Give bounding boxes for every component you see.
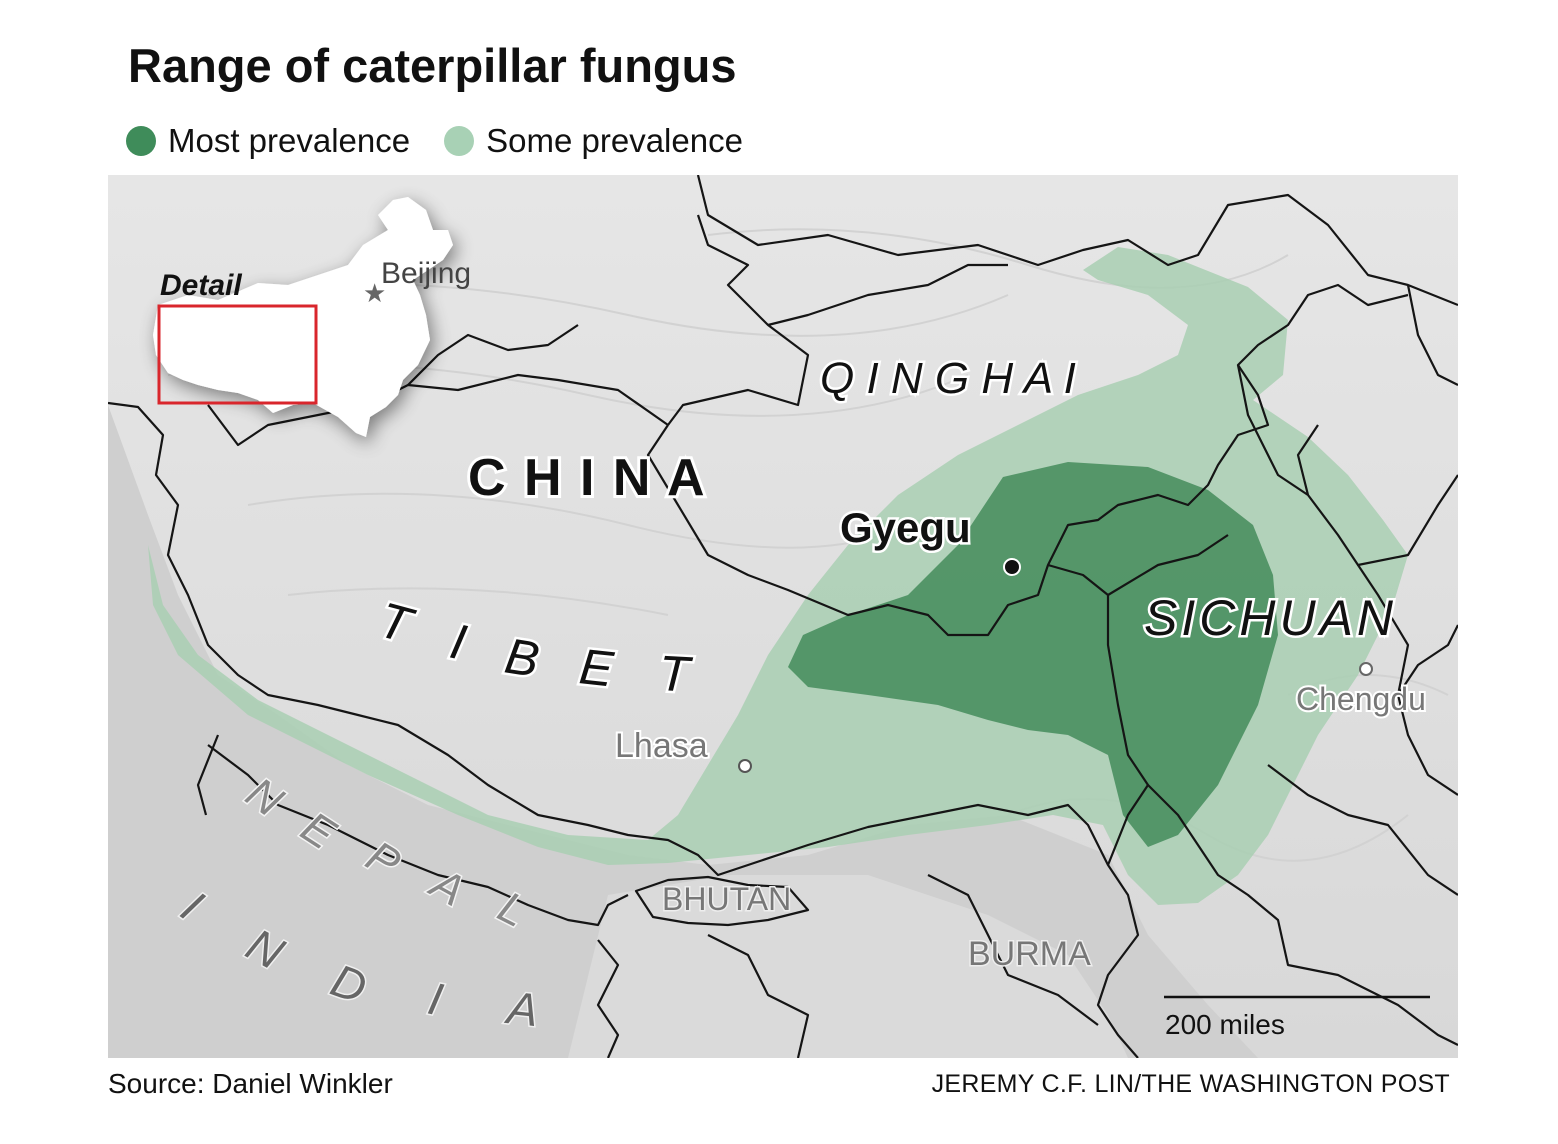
legend-item-most: Most prevalence [126, 122, 410, 160]
legend-item-some: Some prevalence [444, 122, 743, 160]
source-note: Source: Daniel Winkler [108, 1068, 393, 1099]
gyegu-dot [1003, 558, 1021, 576]
label-bhutan: BHUTAN [662, 881, 791, 917]
borders [108, 175, 1458, 1058]
map-svg: Detail ★ Beijing C H I N A Q I N G H A I… [108, 175, 1458, 1058]
label-burma: BURMA [968, 935, 1091, 973]
inset-detail-label: Detail [160, 269, 242, 302]
legend-swatch-some [444, 126, 475, 156]
south-lowland [568, 875, 1128, 1058]
label-china: C H I N A [468, 449, 707, 507]
himalaya-terrain [108, 405, 1258, 1058]
map: Detail ★ Beijing C H I N A Q I N G H A I… [108, 175, 1458, 1058]
chengdu-dot [1359, 662, 1373, 676]
legend-label-some: Some prevalence [486, 122, 743, 159]
credit-note: JEREMY C.F. LIN/THE WASHINGTON POST [931, 1070, 1450, 1098]
label-gyegu: Gyegu [840, 504, 971, 551]
range-most-prevalence [788, 462, 1278, 847]
inset-china-shape [153, 197, 453, 437]
legend: Most prevalence Some prevalence [126, 122, 777, 160]
lhasa-dot [738, 759, 752, 773]
label-lhasa: Lhasa [615, 727, 708, 765]
inset-detail-box [157, 304, 318, 405]
label-chengdu: Chengdu [1296, 681, 1426, 717]
legend-swatch-most [126, 126, 156, 156]
label-beijing: Beijing [381, 257, 471, 290]
beijing-star-icon: ★ [363, 278, 386, 308]
label-sichuan: SICHUAN [1144, 590, 1397, 646]
label-tibet-e: E [577, 638, 617, 697]
label-qinghai: Q I N G H A I [820, 354, 1076, 403]
legend-label-most: Most prevalence [168, 122, 411, 159]
inset-china [153, 197, 453, 437]
map-title: Range of caterpillar fungus [128, 39, 737, 92]
scale-label: 200 miles [1165, 1009, 1285, 1040]
